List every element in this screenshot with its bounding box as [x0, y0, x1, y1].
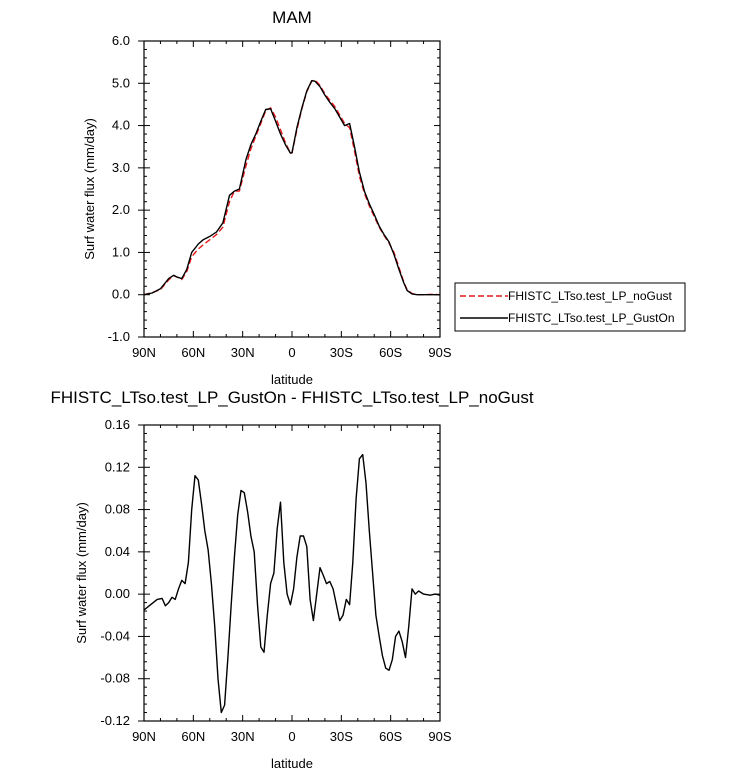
bottom-y-axis-label: Surf water flux (mm/day)	[74, 502, 89, 644]
top-y-tick-label: 6.0	[112, 33, 130, 48]
bottom-series-line-0	[143, 453, 441, 714]
bottom-y-tick-label: 0.04	[105, 544, 130, 559]
top-x-tick-label: 90S	[428, 345, 451, 360]
legend-label-guston: FHISTC_LTso.test_LP_GustOn	[508, 311, 675, 325]
bottom-x-axis-label: latitude	[271, 756, 313, 771]
top-x-tick-label: 90N	[132, 345, 156, 360]
bottom-y-tick-label: 0.00	[105, 586, 130, 601]
bottom-y-tick-label: 0.12	[105, 459, 130, 474]
top-y-tick-label: 3.0	[112, 160, 130, 175]
top-x-tick-label: 0	[288, 345, 295, 360]
top-y-tick-label: 0.0	[112, 287, 130, 302]
bottom-x-tick-label: 30S	[330, 729, 353, 744]
bottom-y-tick-label: -0.12	[100, 713, 130, 728]
top-chart-title: MAM	[272, 8, 312, 27]
top-x-tick-label: 30S	[330, 345, 353, 360]
top-chart-series	[143, 79, 441, 296]
bottom-y-tick-label: 0.08	[105, 502, 130, 517]
bottom-x-tick-label: 60S	[379, 729, 402, 744]
top-plot-frame	[143, 40, 441, 338]
bottom-x-tick-label: 90N	[132, 729, 156, 744]
bottom-x-tick-label: 0	[288, 729, 295, 744]
chart-top: MAM 90N 60N 30N 0 30S 60S 90S -1.0 0.0 1.0 2.0 3.0 4…	[82, 8, 686, 387]
bottom-x-tick-label: 30N	[231, 729, 255, 744]
bottom-y-tick-label: -0.04	[100, 628, 130, 643]
top-y-tick-label: 4.0	[112, 118, 130, 133]
legend-box	[454, 282, 686, 332]
bottom-y-tick-label: 0.16	[105, 417, 130, 432]
top-y-axis-label: Surf water flux (mm/day)	[82, 118, 97, 260]
chart-bottom: FHISTC_LTso.test_LP_GustOn - FHISTC_LTso…	[50, 388, 533, 771]
top-x-tick-label: 60S	[379, 345, 402, 360]
top-y-tick-label: 2.0	[112, 202, 130, 217]
top-chart-ticks: 90N 60N 30N 0 30S 60S 90S -1.0 0.0 1.0 2.0 3.0 4.0 5.…	[108, 33, 452, 360]
bottom-chart-title: FHISTC_LTso.test_LP_GustOn - FHISTC_LTso…	[50, 388, 533, 407]
top-x-tick-label: 60N	[181, 345, 205, 360]
legend-label-nogust: FHISTC_LTso.test_LP_noGust	[508, 289, 673, 303]
top-series-line-0	[143, 79, 441, 296]
bottom-chart-series	[143, 453, 441, 714]
top-y-tick-label: 1.0	[112, 244, 130, 259]
legend: FHISTC_LTso.test_LP_noGust FHISTC_LTso.t…	[454, 282, 686, 332]
top-x-axis-label: latitude	[271, 372, 313, 387]
bottom-y-tick-label: -0.08	[100, 671, 130, 686]
bottom-chart-ticks: 90N 60N 30N 0 30S 60S 90S -0.12 -0.08 -0.04 0.00 0.…	[100, 417, 452, 744]
bottom-x-tick-label: 90S	[428, 729, 451, 744]
top-x-tick-label: 30N	[231, 345, 255, 360]
top-series-line-1	[143, 79, 440, 296]
top-y-tick-label: -1.0	[108, 329, 130, 344]
bottom-x-tick-label: 60N	[181, 729, 205, 744]
top-y-tick-label: 5.0	[112, 75, 130, 90]
bottom-plot-frame	[143, 424, 441, 722]
